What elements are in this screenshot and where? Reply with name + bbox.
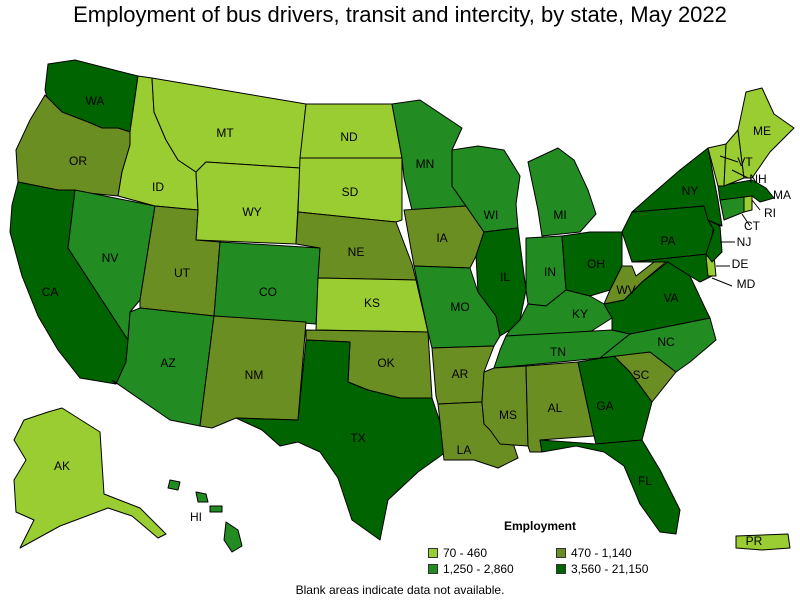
state-me[interactable]: [737, 87, 795, 179]
label-md: MD: [737, 277, 756, 291]
state-hi-island[interactable]: [195, 491, 209, 503]
legend-label: 3,560 - 21,150: [571, 562, 649, 576]
label-ky: KY: [572, 307, 588, 321]
label-nm: NM: [245, 368, 264, 382]
label-ks: KS: [364, 296, 380, 310]
label-va: VA: [663, 291, 678, 305]
label-ct: CT: [744, 219, 761, 233]
label-tn: TN: [550, 345, 566, 359]
label-ca: CA: [42, 285, 59, 299]
state-pr[interactable]: [735, 533, 791, 551]
legend-title: Employment: [504, 519, 577, 533]
label-nh: NH: [749, 172, 766, 186]
label-pr: PR: [746, 534, 763, 548]
label-il: IL: [500, 270, 510, 284]
label-wa: WA: [86, 94, 105, 108]
label-al: AL: [548, 401, 563, 415]
state-il[interactable]: [475, 227, 527, 337]
state-hi[interactable]: [223, 521, 243, 553]
legend-swatch: [556, 564, 566, 574]
label-ak: AK: [54, 459, 70, 473]
state-sd[interactable]: [297, 157, 403, 223]
label-ar: AR: [452, 367, 469, 381]
state-hi-island[interactable]: [167, 479, 181, 491]
legend-swatch: [556, 548, 566, 558]
state-ak[interactable]: [13, 407, 167, 549]
state-nc[interactable]: [599, 317, 717, 373]
label-mo: MO: [450, 300, 469, 314]
state-wi[interactable]: [451, 145, 521, 233]
label-wy: WY: [242, 205, 261, 219]
label-oh: OH: [587, 257, 605, 271]
legend-label: 70 - 460: [443, 546, 488, 560]
legend-item-4: 3,560 - 21,150: [556, 562, 648, 576]
legend-swatch: [428, 548, 438, 558]
label-in: IN: [544, 265, 556, 279]
label-ia: IA: [436, 231, 447, 245]
state-ri[interactable]: [743, 195, 753, 213]
legend-label: 1,250 - 2,860: [443, 562, 514, 576]
leader-ct: [741, 213, 751, 227]
state-hi-island[interactable]: [209, 505, 223, 513]
label-ok: OK: [377, 356, 394, 370]
label-ma: MA: [773, 188, 791, 202]
label-sd: SD: [342, 185, 359, 199]
leader-ri: [751, 199, 761, 211]
map-title: Employment of bus drivers, transit and i…: [73, 2, 727, 27]
label-mn: MN: [416, 157, 435, 171]
leader-vt: [719, 155, 739, 163]
label-nv: NV: [102, 251, 119, 265]
label-pa: PA: [660, 234, 675, 248]
state-mi[interactable]: [527, 147, 597, 237]
label-la: LA: [457, 443, 472, 457]
label-wi: WI: [484, 208, 499, 222]
label-ut: UT: [174, 266, 191, 280]
label-wv: WV: [616, 283, 635, 297]
label-sc: SC: [633, 368, 650, 382]
label-nd: ND: [340, 130, 358, 144]
state-wy[interactable]: [195, 161, 301, 245]
state-fl[interactable]: [539, 439, 681, 535]
label-mt: MT: [216, 126, 234, 140]
state-co[interactable]: [213, 241, 321, 325]
legend-item-2: 470 - 1,140: [556, 546, 632, 560]
state-ny[interactable]: [631, 147, 723, 227]
label-de: DE: [732, 257, 749, 271]
state-nj[interactable]: [705, 219, 723, 263]
legend-swatch: [428, 564, 438, 574]
footnote: Blank areas indicate data not available.: [295, 583, 505, 597]
label-hi: HI: [190, 510, 202, 524]
label-az: AZ: [160, 356, 175, 370]
leader-md: [711, 277, 733, 287]
label-co: CO: [259, 285, 277, 299]
label-nc: NC: [657, 335, 675, 349]
label-nj: NJ: [737, 235, 752, 249]
label-id: ID: [152, 180, 164, 194]
label-ms: MS: [499, 408, 517, 422]
legend-item-3: 1,250 - 2,860: [428, 562, 514, 576]
legend-label: 470 - 1,140: [571, 546, 632, 560]
label-or: OR: [69, 154, 87, 168]
state-tx[interactable]: [235, 339, 447, 541]
label-ne: NE: [348, 245, 365, 259]
label-fl: FL: [638, 474, 652, 488]
label-tx: TX: [350, 431, 365, 445]
label-ny: NY: [682, 184, 699, 198]
label-mi: MI: [553, 208, 566, 222]
label-ri: RI: [764, 206, 776, 220]
leader-nh: [731, 169, 749, 179]
label-vt: VT: [737, 155, 753, 169]
state-ma[interactable]: [717, 179, 775, 203]
label-ga: GA: [596, 399, 613, 413]
legend-item-1: 70 - 460: [428, 546, 487, 560]
label-me: ME: [753, 124, 771, 138]
